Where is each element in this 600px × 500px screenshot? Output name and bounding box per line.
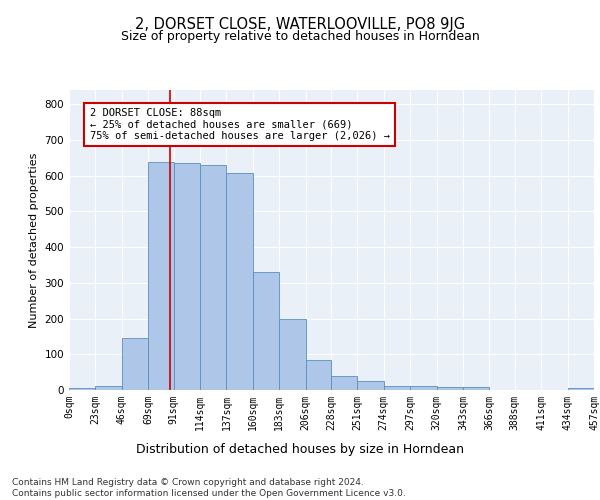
Y-axis label: Number of detached properties: Number of detached properties [29, 152, 39, 328]
Text: 2, DORSET CLOSE, WATERLOOVILLE, PO8 9JG: 2, DORSET CLOSE, WATERLOOVILLE, PO8 9JG [135, 18, 465, 32]
Text: 2 DORSET CLOSE: 88sqm
← 25% of detached houses are smaller (669)
75% of semi-det: 2 DORSET CLOSE: 88sqm ← 25% of detached … [89, 108, 389, 141]
Bar [384, 386, 410, 390]
Text: Distribution of detached houses by size in Horndean: Distribution of detached houses by size … [136, 442, 464, 456]
Text: Contains HM Land Registry data © Crown copyright and database right 2024.
Contai: Contains HM Land Registry data © Crown c… [12, 478, 406, 498]
Bar [568, 388, 594, 390]
Bar [148, 162, 173, 390]
Bar [253, 272, 279, 390]
Bar [305, 360, 331, 390]
Bar [226, 173, 253, 390]
Bar [173, 163, 200, 390]
Bar [358, 381, 384, 390]
Bar [95, 386, 122, 390]
Bar [279, 318, 305, 390]
Text: Size of property relative to detached houses in Horndean: Size of property relative to detached ho… [121, 30, 479, 43]
Bar [437, 387, 463, 390]
Bar [200, 165, 226, 390]
Bar [69, 388, 95, 390]
Bar [410, 386, 437, 390]
Bar [122, 338, 148, 390]
Bar [463, 387, 490, 390]
Bar [331, 376, 358, 390]
